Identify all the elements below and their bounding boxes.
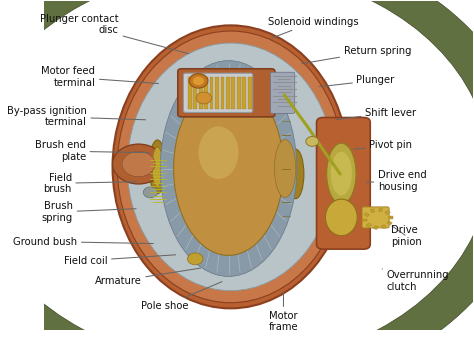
FancyBboxPatch shape (317, 118, 370, 249)
Bar (364, 213, 370, 217)
Text: Brush end
plate: Brush end plate (35, 140, 149, 162)
Circle shape (188, 253, 203, 265)
Text: Overrunning
clutch: Overrunning clutch (382, 269, 449, 292)
Text: Plunger contact
disc: Plunger contact disc (40, 13, 189, 54)
Bar (188, 76, 191, 109)
Ellipse shape (199, 126, 238, 179)
Circle shape (306, 136, 319, 146)
Ellipse shape (128, 43, 334, 291)
Bar (389, 216, 393, 219)
Ellipse shape (117, 31, 344, 303)
Bar (210, 76, 213, 109)
Text: Drive
pinion: Drive pinion (391, 225, 421, 247)
Ellipse shape (149, 140, 166, 194)
Text: Return spring: Return spring (302, 46, 411, 64)
Bar (374, 225, 378, 229)
Bar (370, 209, 375, 213)
Text: Motor
frame: Motor frame (269, 292, 298, 332)
Ellipse shape (160, 61, 297, 276)
Bar (204, 76, 208, 109)
Text: Pivot pin: Pivot pin (354, 141, 412, 151)
Bar (199, 76, 202, 109)
Bar (378, 208, 383, 212)
Text: Armature: Armature (95, 268, 201, 286)
Text: Solenoid windings: Solenoid windings (268, 17, 359, 38)
Text: Plunger: Plunger (319, 75, 395, 87)
Bar (220, 76, 224, 109)
Ellipse shape (326, 199, 357, 236)
Ellipse shape (331, 152, 352, 195)
Circle shape (189, 73, 208, 88)
Bar (387, 221, 392, 225)
Ellipse shape (274, 140, 296, 197)
Text: Brush
spring: Brush spring (42, 201, 136, 223)
Bar (226, 76, 230, 109)
Circle shape (196, 92, 211, 104)
Circle shape (122, 151, 155, 177)
Bar (248, 76, 252, 109)
FancyBboxPatch shape (271, 72, 295, 113)
FancyBboxPatch shape (362, 207, 389, 228)
FancyBboxPatch shape (183, 73, 253, 113)
Circle shape (193, 76, 204, 85)
Text: Field coil: Field coil (64, 255, 175, 266)
Text: Ground bush: Ground bush (13, 237, 153, 247)
Ellipse shape (152, 147, 163, 187)
Bar (363, 219, 367, 221)
FancyBboxPatch shape (178, 69, 275, 117)
Text: Field
brush: Field brush (44, 173, 136, 194)
Bar (385, 210, 390, 214)
Bar (193, 76, 197, 109)
Ellipse shape (173, 82, 283, 255)
Text: Pole shoe: Pole shoe (142, 282, 222, 311)
Ellipse shape (327, 143, 356, 204)
Wedge shape (0, 235, 474, 337)
Text: Drive end
housing: Drive end housing (366, 170, 427, 192)
Circle shape (112, 144, 164, 184)
Text: Shift lever: Shift lever (337, 108, 416, 120)
Bar (242, 76, 246, 109)
Bar (237, 76, 241, 109)
Bar (366, 223, 372, 227)
Text: By-pass ignition
terminal: By-pass ignition terminal (7, 106, 146, 127)
Bar (382, 225, 386, 229)
Bar (215, 76, 219, 109)
Circle shape (143, 187, 157, 198)
Wedge shape (0, 0, 474, 99)
Ellipse shape (112, 25, 349, 308)
Bar (231, 76, 235, 109)
Ellipse shape (287, 149, 304, 199)
Text: Motor feed
terminal: Motor feed terminal (41, 66, 158, 88)
